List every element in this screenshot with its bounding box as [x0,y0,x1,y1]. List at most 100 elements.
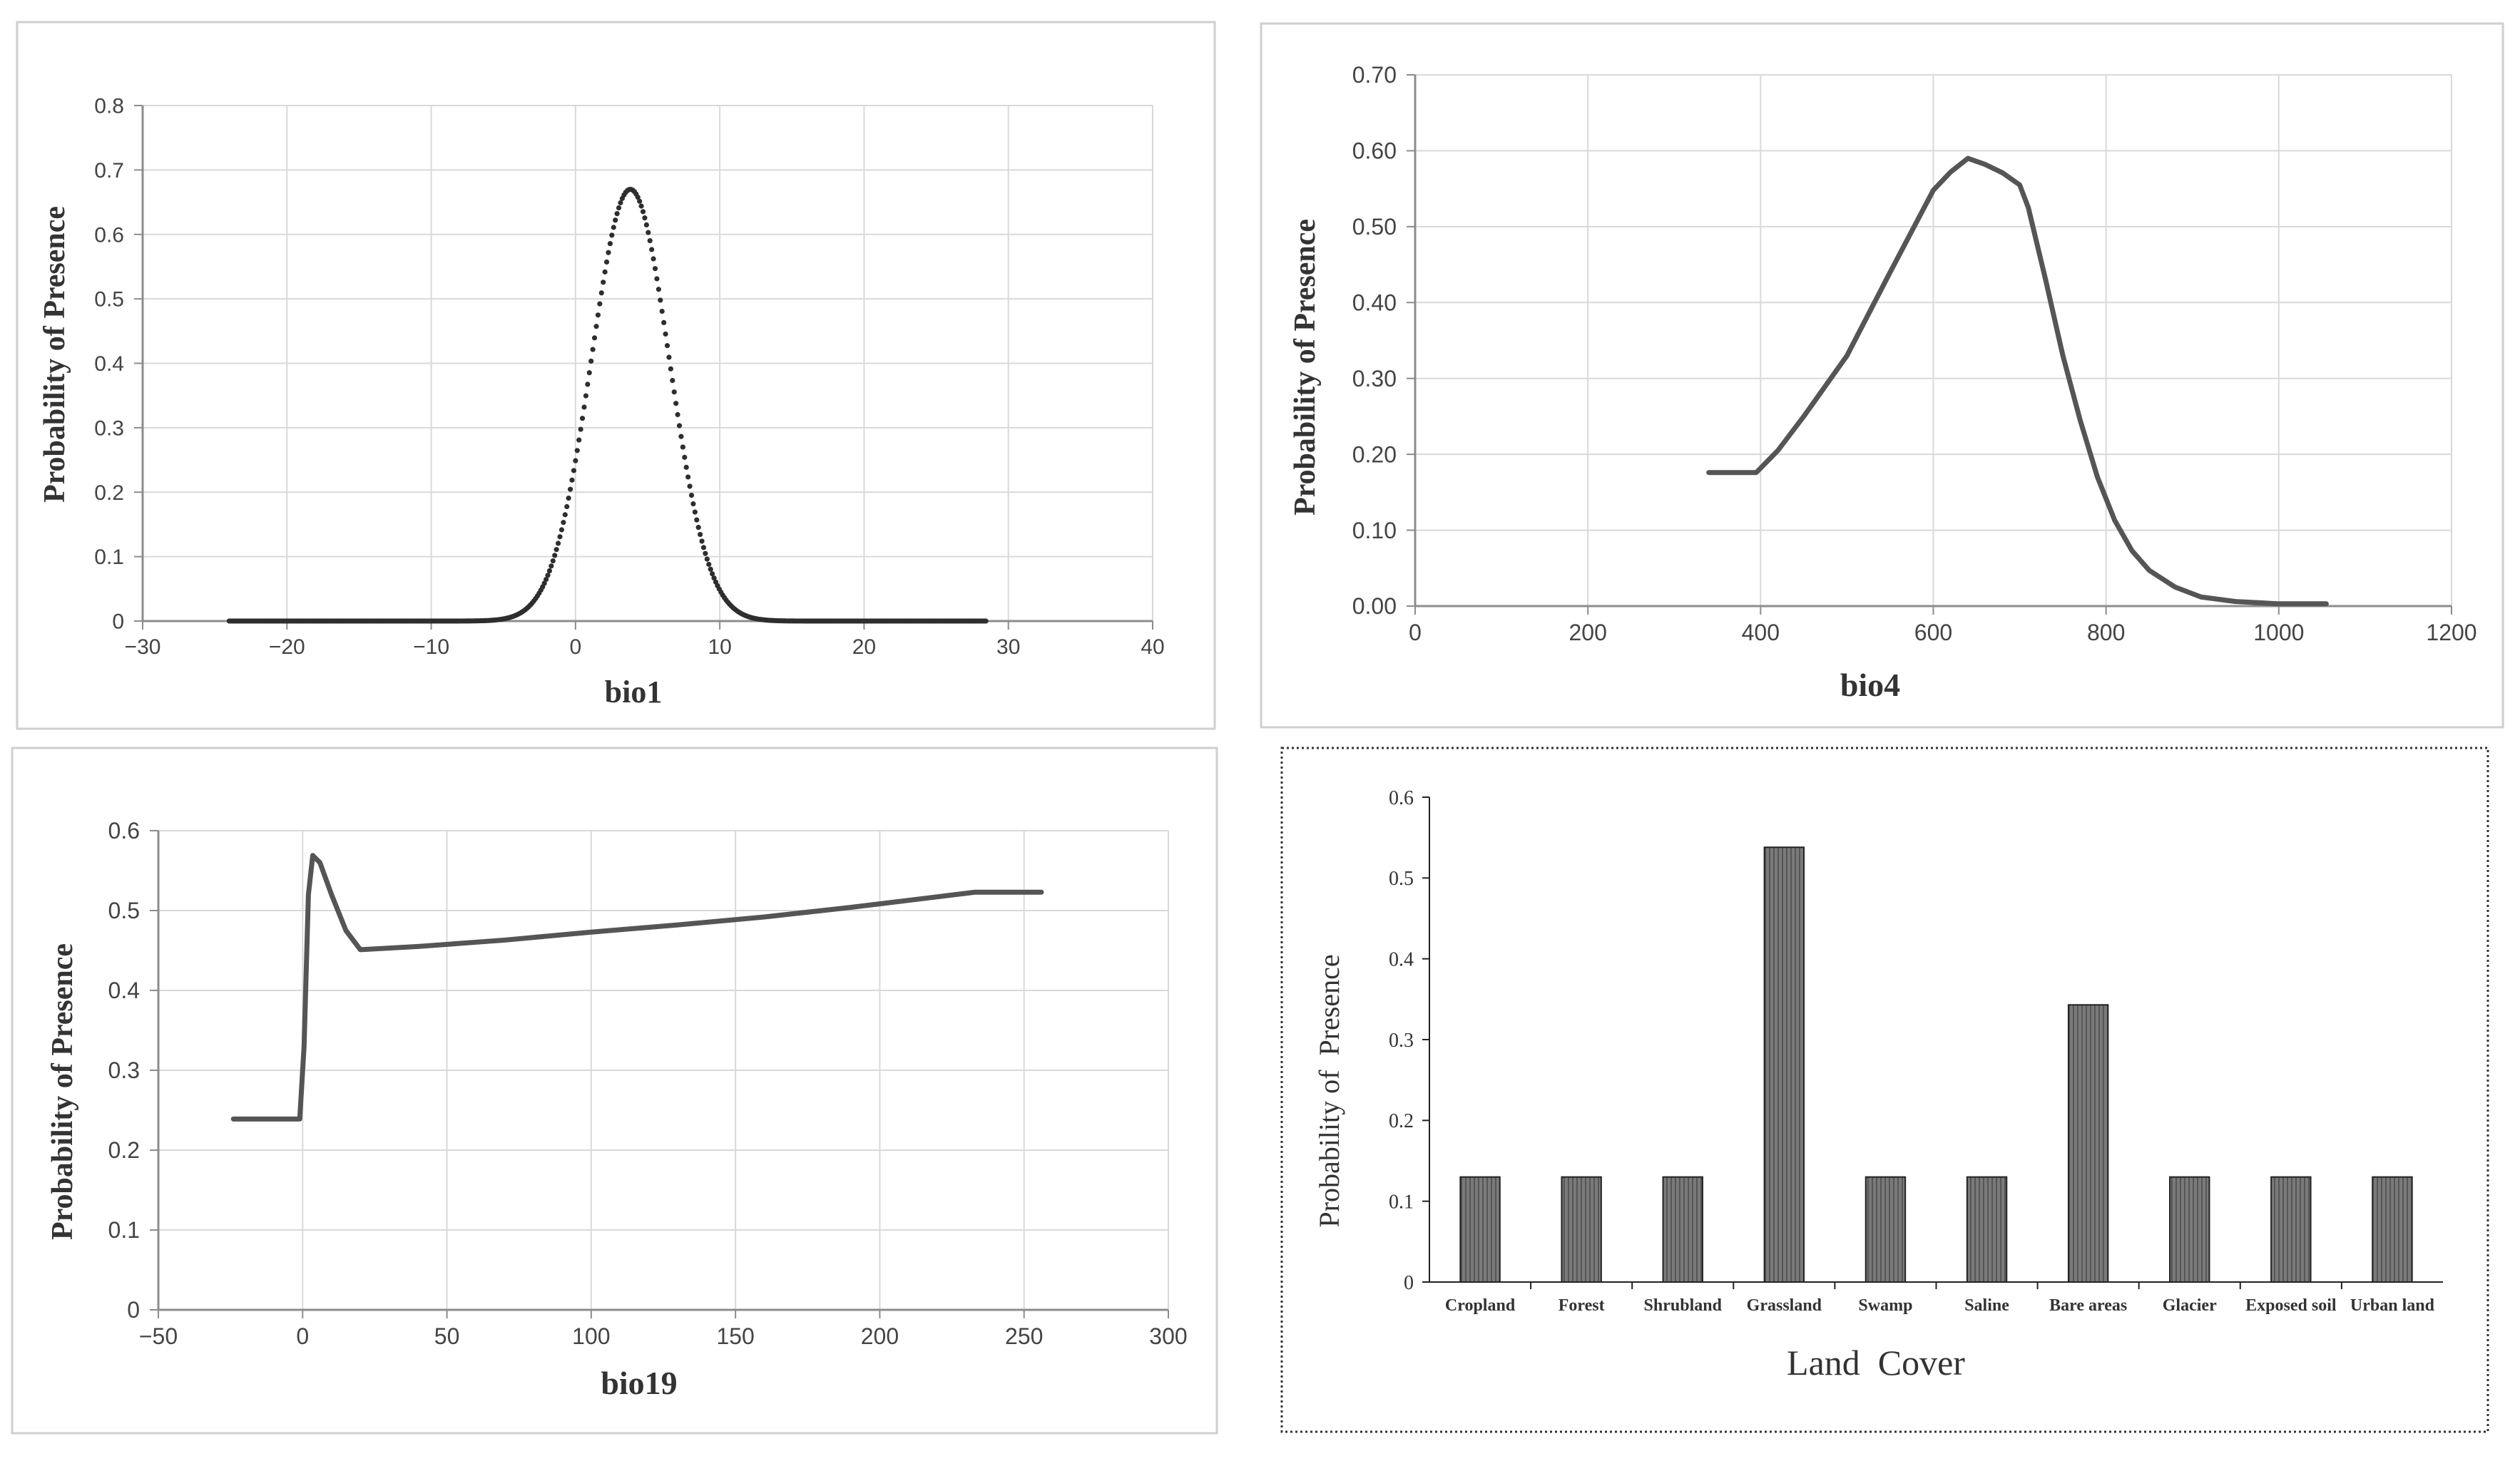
y-tick-label: 0.3 [94,416,124,440]
data-point [618,200,623,205]
data-series [230,853,1044,1122]
panel-frame [1280,747,2489,1433]
x-tick-label: 200 [1568,620,1606,645]
data-point [700,545,707,550]
data-point [546,568,553,574]
x-tick-label: −20 [269,635,305,659]
x-tick-labels: −30 −20 −10 0 10 20 30 40 [125,635,1165,659]
category-label: Saline [1964,1296,2009,1315]
y-tick-label: 0.1 [94,545,124,569]
data-point [566,496,571,501]
data-point [649,247,655,252]
x-axis-label: Land Cover [1787,1343,1965,1383]
data-point [698,531,703,538]
data-point [711,575,717,581]
data-point [550,558,556,564]
x-tick-label: −50 [139,1323,178,1349]
data-point [590,347,596,352]
panel-land-cover: 0 0.1 0.2 0.3 0.4 0.5 0.6 Cropland Forest Shrubl… [1280,747,2489,1433]
bar-shrubland [1662,1176,1703,1283]
panel-bio4: 0 200 400 600 800 1000 1200 0.000.100.200.300.… [1260,22,2504,729]
y-tick-labels: 0 0.1 0.2 0.3 0.4 0.5 0.6 [108,818,140,1323]
data-point [640,209,646,215]
category-label: Bare areas [2049,1296,2127,1315]
data-point [558,527,565,533]
data-point [664,343,670,349]
data-point [676,423,683,429]
x-tick-label: 300 [1149,1323,1187,1349]
x-tick-label: 800 [2087,620,2125,645]
data-point [555,540,561,546]
data-point [678,434,684,439]
data-point [569,477,575,483]
data-point [695,525,701,530]
data-point [549,563,554,569]
data-point [576,437,582,443]
y-axis-label: Probability of Presence [39,206,71,503]
x-tick-label: 30 [996,635,1020,659]
data-point [574,448,580,453]
y-tick-label: 0 [127,1297,140,1323]
data-point [597,301,603,307]
data-point [561,520,566,526]
data-point [710,571,715,577]
y-tick-label: 0.2 [1389,1110,1414,1132]
data-point [614,211,620,217]
data-point [680,444,685,450]
data-point [541,580,547,586]
data-point [690,501,696,507]
x-axis-label: bio19 [601,1365,677,1401]
data-point [557,534,563,540]
data-point [694,517,700,523]
axis-lines [150,830,1169,1318]
data-point [666,354,672,360]
bar-exposed-soil [2270,1176,2312,1283]
series-line-response [230,853,1044,1122]
bar-saline [1966,1176,2008,1283]
data-point [706,561,712,568]
panel-bio19: −50 0 50 100 150 200 250 300 00.10.20.30.40.50.… [11,747,1218,1435]
data-point [581,404,587,410]
data-point [586,370,592,376]
data-point [655,287,661,292]
x-tick-label: 150 [716,1323,754,1349]
data-point [692,509,698,515]
x-tick-labels: 0 200 400 600 800 1000 1200 [1409,620,2476,645]
bar-swamp [1865,1176,1907,1283]
data-point [704,556,710,562]
y-tick-label: 0.5 [1389,868,1414,890]
data-point [661,319,667,325]
x-tick-label: 400 [1742,620,1780,645]
panel-frame [16,21,1216,730]
data-point [603,259,610,265]
x-tick-label: 40 [1141,635,1164,659]
data-point [543,577,549,583]
y-tick-label: 0.1 [108,1217,140,1243]
data-point [708,566,713,572]
bar-forest [1561,1176,1602,1283]
bars [1459,846,2413,1283]
data-point [668,366,673,371]
data-point [675,411,680,418]
data-point [637,198,643,204]
x-tick-label: −30 [125,635,161,659]
y-tick-labels: 0 0.1 0.2 0.3 0.4 0.5 0.6 0.7 0.8 [94,95,124,634]
data-point [601,280,606,285]
x-tick-label: 250 [1005,1323,1043,1349]
data-point [673,401,679,406]
data-point [616,205,622,211]
data-point [579,416,586,421]
data-point [699,538,705,544]
data-point [659,308,665,314]
data-point [654,276,660,282]
y-tick-label: 0.30 [1352,366,1397,391]
y-tick-label: 0.6 [1389,787,1414,809]
y-tick-label: 0.40 [1352,289,1397,315]
data-series [1706,155,2329,607]
data-point [606,250,611,255]
y-axis-label: Probability of Presence [46,943,79,1240]
data-point [591,335,598,341]
y-tick-labels: 0 0.1 0.2 0.3 0.4 0.5 0.6 [1389,787,1414,1294]
y-tick-label: 0.3 [108,1057,140,1083]
x-tick-label: 1200 [2426,620,2476,645]
